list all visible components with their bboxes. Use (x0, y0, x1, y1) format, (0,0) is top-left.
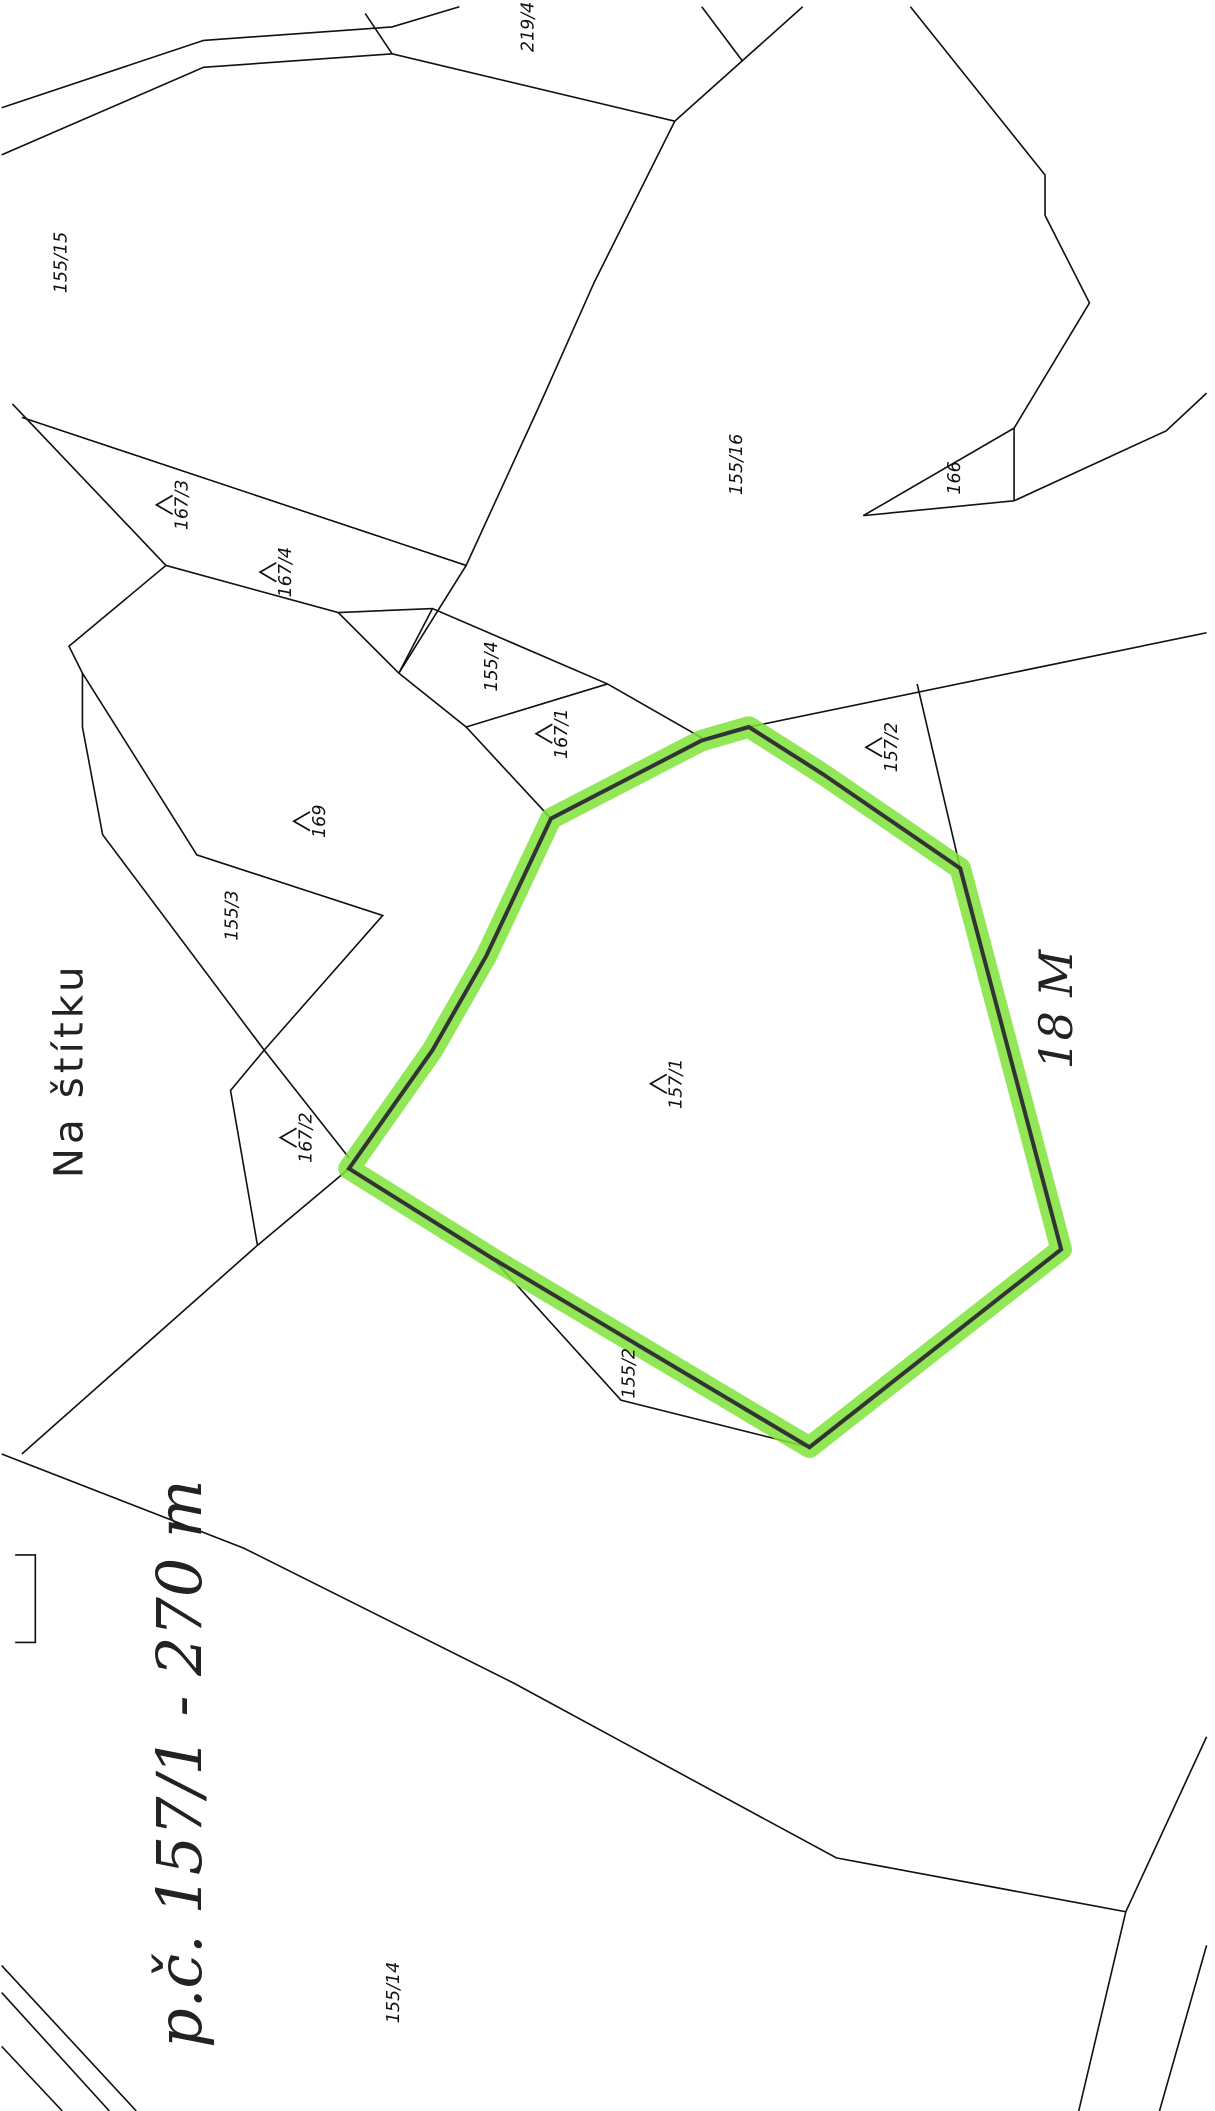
parcel-number: 155/3 (222, 890, 242, 940)
parcel-number: 155/15 (51, 232, 71, 294)
parcel-number: 167/4 (276, 547, 296, 597)
land-use-symbol (866, 738, 882, 757)
parcel-number: 155/14 (384, 1962, 404, 2024)
land-use-symbol (651, 1074, 667, 1093)
land-use-symbol (156, 495, 172, 514)
parcel-number: 169 (310, 805, 330, 838)
map-annotation: p.č. 157/1 - 270 m (144, 1479, 216, 2048)
parcel-number: 219/4 (518, 2, 538, 52)
highlighted-parcel (349, 727, 1061, 1447)
cadastral-map: 219/4 155/15 155/16 166 167/3 167/4 155/4 167/1… (0, 0, 1215, 2111)
parcel-number: 157/1 (667, 1059, 687, 1109)
parcel-number: 155/4 (482, 641, 502, 691)
land-use-symbol (280, 1128, 296, 1147)
parcel-number: 167/3 (172, 480, 192, 530)
map-annotation: Na štítku (45, 962, 92, 1178)
land-use-symbol (260, 563, 276, 582)
parcel-number: 167/1 (552, 709, 572, 759)
parcel-number: 167/2 (296, 1112, 316, 1162)
land-use-symbol (536, 724, 552, 743)
parcel-number: 157/2 (882, 722, 902, 772)
parcel-number: 155/16 (727, 434, 747, 496)
map-annotation: 18 M (1030, 949, 1083, 1070)
labels: 219/4 155/15 155/16 166 167/3 167/4 155/4 167/1… (45, 2, 1083, 2048)
parcel-number: 166 (945, 461, 965, 494)
land-use-symbol (294, 812, 310, 831)
parcel-number: 155/2 (619, 1348, 639, 1398)
